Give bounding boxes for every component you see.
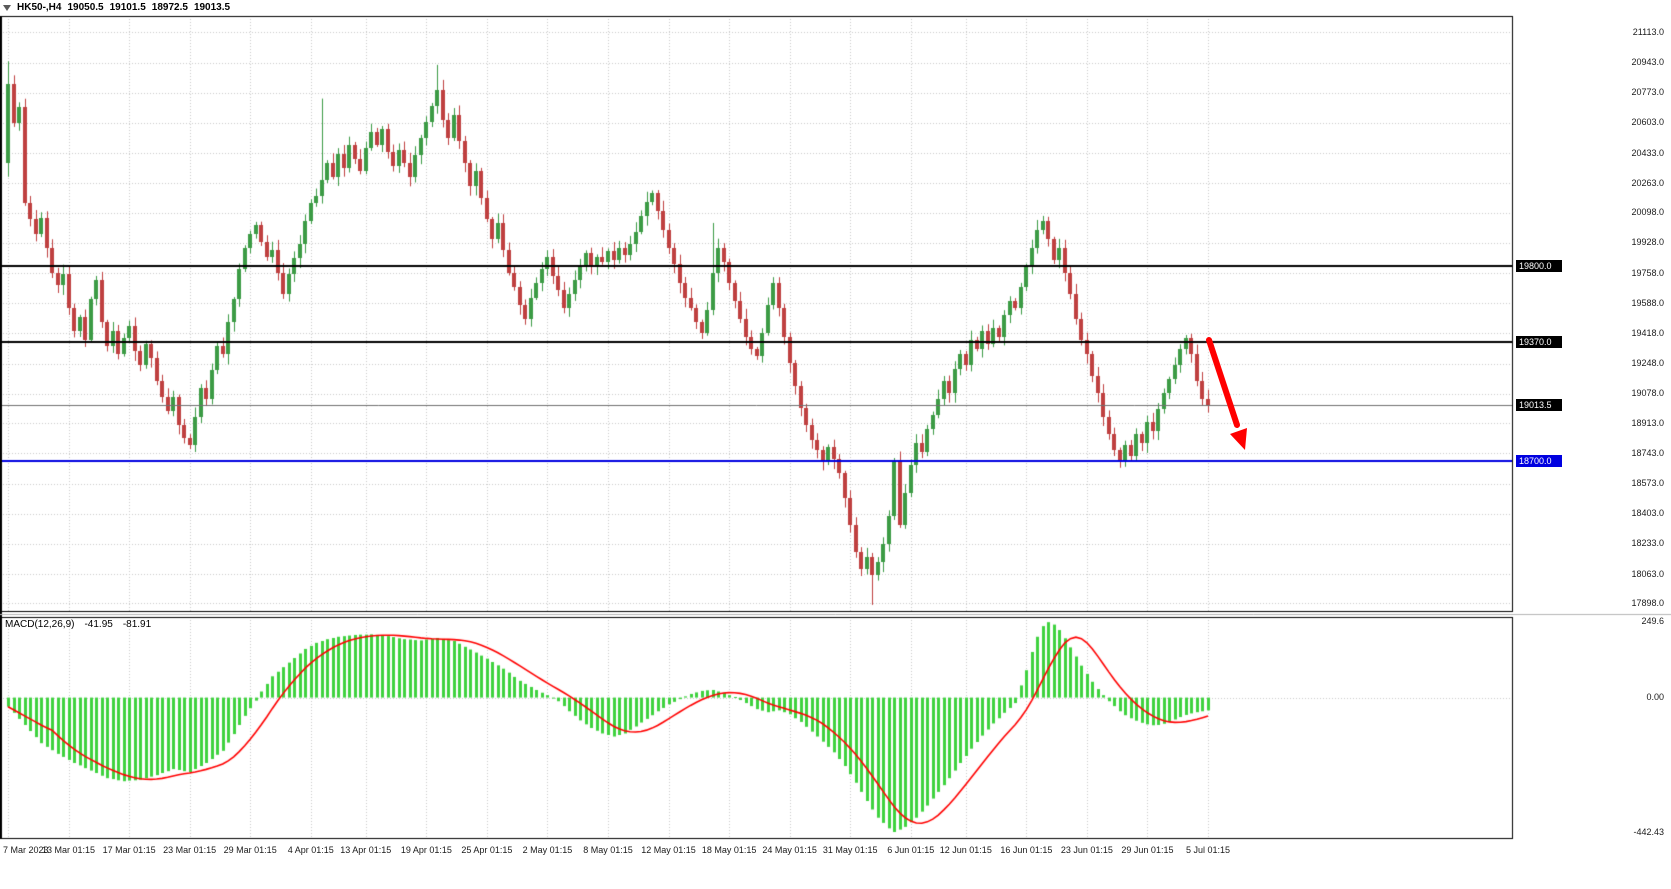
support-line-price-label: 18700.0 [1516,455,1562,467]
high-value: 19101.5 [109,2,146,13]
arrow-head [1230,428,1247,450]
resistance-line-price-label: 19800.0 [1516,259,1562,272]
close-value: 19013.5 [193,2,231,13]
arrow-shaft [1206,337,1240,428]
sell-arrow-annotation[interactable] [1195,334,1259,466]
macd-value: -41.95 [84,619,113,630]
macd-name-label: MACD(12,26,9) [5,619,75,630]
mid-line-price-label: 19370.0 [1516,335,1562,348]
macd-indicator-header: MACD(12,26,9) -41.95 -81.91 [5,619,151,630]
open-value: 19050.5 [67,2,104,13]
current-price-label: 19013.5 [1516,399,1562,412]
symbol-timeframe-label: HK50-,H4 [17,2,62,13]
ohlc-readout: 19050.5 19101.5 18972.5 19013.5 [67,2,230,13]
low-value: 18972.5 [151,2,188,13]
chart-menu-icon[interactable] [3,5,11,11]
macd-signal-value: -81.91 [122,619,152,630]
chart-header: HK50-,H4 19050.5 19101.5 18972.5 19013.5 [3,2,230,13]
